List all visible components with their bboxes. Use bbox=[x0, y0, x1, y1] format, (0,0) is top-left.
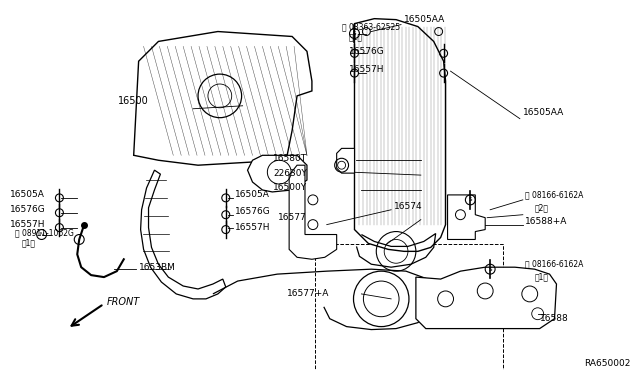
Text: 16557H: 16557H bbox=[235, 223, 270, 232]
Polygon shape bbox=[248, 155, 307, 192]
Polygon shape bbox=[355, 19, 445, 251]
Polygon shape bbox=[134, 32, 312, 165]
Polygon shape bbox=[289, 165, 337, 259]
Text: 16505AA: 16505AA bbox=[523, 108, 564, 117]
Text: N: N bbox=[40, 232, 44, 237]
Text: 16580T: 16580T bbox=[273, 154, 307, 163]
Text: 16505AA: 16505AA bbox=[404, 15, 445, 24]
Text: RA650002: RA650002 bbox=[584, 359, 630, 368]
Text: 16577+A: 16577+A bbox=[287, 289, 330, 298]
Text: 16576G: 16576G bbox=[10, 205, 45, 214]
Text: Ⓢ 08166-6162A: Ⓢ 08166-6162A bbox=[525, 190, 583, 199]
Text: 16588: 16588 bbox=[540, 314, 568, 323]
Text: S: S bbox=[468, 198, 472, 202]
Polygon shape bbox=[447, 195, 485, 240]
Text: 16500: 16500 bbox=[118, 96, 148, 106]
Text: 16576G: 16576G bbox=[235, 207, 271, 216]
Polygon shape bbox=[416, 267, 557, 328]
Text: 16557H: 16557H bbox=[10, 220, 45, 229]
Text: 16505A: 16505A bbox=[10, 190, 45, 199]
Text: FRONT: FRONT bbox=[107, 297, 140, 307]
Text: S: S bbox=[488, 267, 492, 272]
Text: Ⓝ 08911-1062G: Ⓝ 08911-1062G bbox=[15, 228, 74, 237]
Text: 16500Y: 16500Y bbox=[273, 183, 307, 192]
Polygon shape bbox=[141, 170, 226, 299]
Text: （2）: （2） bbox=[534, 203, 548, 212]
Polygon shape bbox=[337, 148, 355, 173]
Text: 22630Y: 22630Y bbox=[273, 169, 307, 177]
Text: 16557H: 16557H bbox=[349, 65, 384, 74]
Text: 16588+A: 16588+A bbox=[525, 217, 567, 226]
Text: 16577: 16577 bbox=[278, 213, 307, 222]
Text: S: S bbox=[353, 31, 356, 36]
Text: （1）: （1） bbox=[534, 273, 548, 282]
Text: 16576G: 16576G bbox=[349, 47, 384, 56]
Text: Ⓢ 08363-62525: Ⓢ 08363-62525 bbox=[342, 22, 400, 31]
Text: 1653BM: 1653BM bbox=[139, 263, 175, 272]
Text: （1）: （1） bbox=[349, 32, 362, 41]
Text: 16505A: 16505A bbox=[235, 190, 269, 199]
Text: 16574: 16574 bbox=[394, 202, 423, 211]
Text: （1）: （1） bbox=[22, 238, 36, 247]
Text: Ⓢ 08166-6162A: Ⓢ 08166-6162A bbox=[525, 260, 583, 269]
Bar bbox=[315, 244, 503, 372]
